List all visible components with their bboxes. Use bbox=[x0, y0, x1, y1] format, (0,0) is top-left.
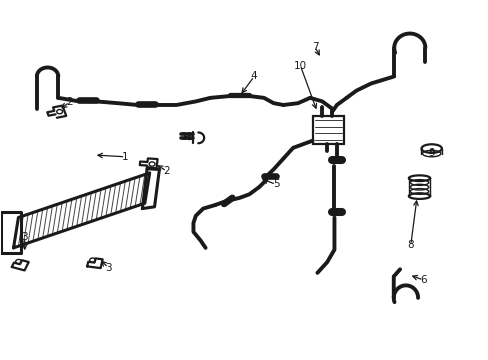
Text: 10: 10 bbox=[293, 61, 306, 71]
Bar bbox=[312, 116, 344, 144]
Text: 5: 5 bbox=[272, 179, 279, 189]
Text: 2: 2 bbox=[66, 97, 73, 107]
Text: 7: 7 bbox=[311, 42, 318, 52]
Text: 3: 3 bbox=[21, 232, 28, 242]
Text: 1: 1 bbox=[122, 152, 128, 162]
Text: 6: 6 bbox=[419, 275, 426, 285]
Text: 8: 8 bbox=[407, 240, 413, 250]
Text: 11: 11 bbox=[181, 132, 194, 142]
Text: 2: 2 bbox=[163, 166, 170, 176]
Text: 9: 9 bbox=[428, 148, 435, 158]
Text: 3: 3 bbox=[105, 262, 111, 273]
Text: 4: 4 bbox=[250, 71, 257, 81]
